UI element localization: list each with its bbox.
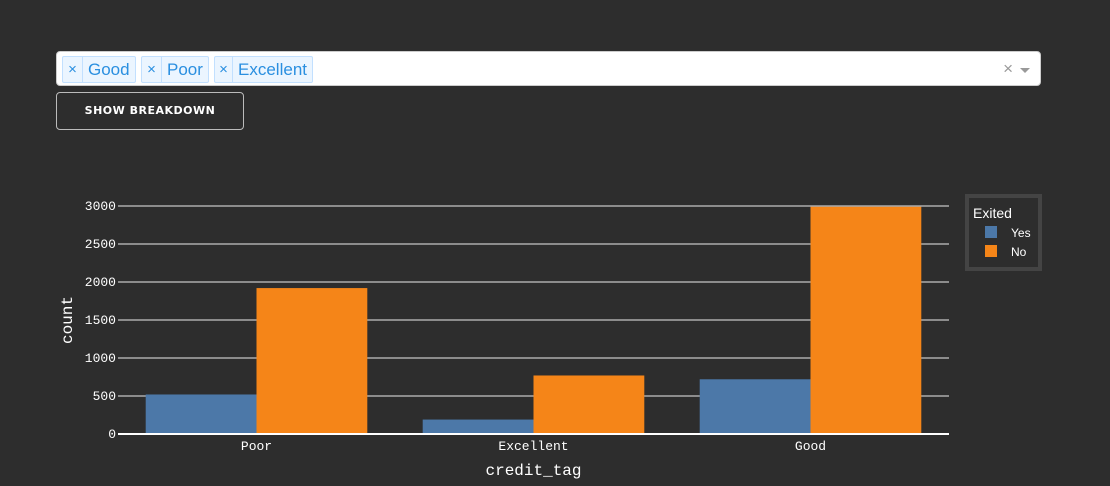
bar-yes-excellent xyxy=(422,419,534,434)
legend-swatch-no xyxy=(985,245,997,257)
remove-tag-icon[interactable]: × xyxy=(63,57,83,82)
filter-tag-label: Poor xyxy=(167,60,203,79)
y-tick-label: 2500 xyxy=(85,237,116,252)
filter-tag-label: Good xyxy=(88,60,130,79)
remove-tag-icon[interactable]: × xyxy=(142,57,162,82)
bar-no-excellent xyxy=(533,375,645,434)
x-tick-label: Excellent xyxy=(498,439,568,454)
show-breakdown-button[interactable]: SHOW BREAKDOWN xyxy=(56,92,244,130)
filter-tag-poor: × Poor xyxy=(141,56,209,83)
chevron-down-icon[interactable] xyxy=(1020,68,1030,73)
clear-all-icon[interactable]: × xyxy=(1003,59,1013,78)
legend-box xyxy=(965,194,1042,271)
y-tick-label: 500 xyxy=(93,389,116,404)
bar-yes-good xyxy=(699,379,811,434)
filter-tag-good: × Good xyxy=(62,56,136,83)
x-axis-title: credit_tag xyxy=(485,462,581,480)
filter-tag-label: Excellent xyxy=(238,60,307,79)
y-tick-label: 3000 xyxy=(85,199,116,214)
y-tick-label: 0 xyxy=(108,427,116,442)
legend-title: Exited xyxy=(973,205,1012,221)
x-tick-label: Poor xyxy=(241,439,272,454)
legend-swatch-yes xyxy=(985,226,997,238)
y-tick-label: 1000 xyxy=(85,351,116,366)
y-axis-title: count xyxy=(59,296,77,344)
legend-label-yes: Yes xyxy=(1011,226,1031,240)
x-tick-label: Good xyxy=(795,439,826,454)
credit-tag-filter[interactable]: × Good × Poor × Excellent × xyxy=(56,51,1041,86)
filter-tag-excellent: × Excellent xyxy=(214,56,313,83)
remove-tag-icon[interactable]: × xyxy=(215,57,234,82)
y-tick-label: 1500 xyxy=(85,313,116,328)
y-tick-label: 2000 xyxy=(85,275,116,290)
legend-label-no: No xyxy=(1011,245,1027,259)
bar-yes-poor xyxy=(145,394,257,434)
bar-no-poor xyxy=(256,288,368,434)
bar-no-good xyxy=(810,206,922,434)
